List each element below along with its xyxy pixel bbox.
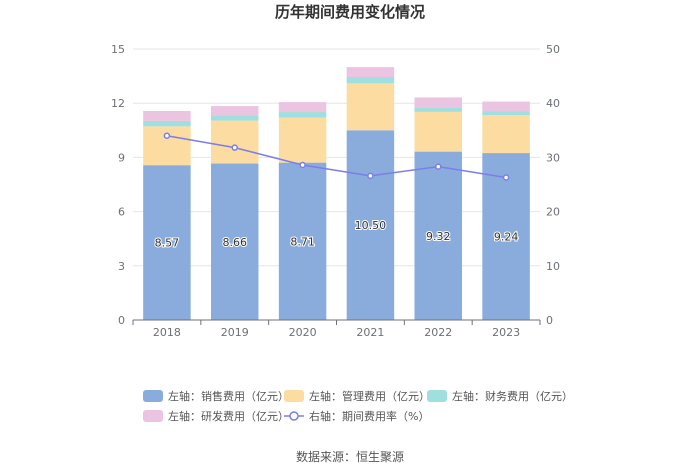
bar-segment[interactable] — [414, 111, 462, 152]
x-axis-tick-label: 2019 — [221, 326, 249, 339]
bar-segment[interactable] — [143, 165, 191, 320]
bar-segment[interactable] — [278, 117, 327, 163]
right-axis-tick-label: 30 — [546, 151, 560, 164]
right-axis-tick-label: 10 — [546, 260, 560, 273]
x-axis-tick-label: 2021 — [356, 326, 384, 339]
x-axis: 2018 2019 2020 2021 2022 2023 — [132, 319, 541, 339]
left-axis-tick-label: 9 — [118, 151, 125, 164]
x-axis-tick-label: 2022 — [424, 326, 452, 339]
bar-layer — [143, 67, 530, 320]
bar-value-label: 9.24 — [494, 231, 519, 244]
line-point[interactable] — [299, 161, 306, 169]
x-axis-tick-label: 2018 — [153, 326, 181, 339]
line-point[interactable] — [435, 163, 442, 170]
left-axis-tick-label: 3 — [118, 260, 125, 273]
legend[interactable]: 左轴：销售费用（亿元） 左轴：管理费用（亿元） 左轴：财务费用（亿元） 左轴：研发费用… — [143, 389, 573, 423]
line-layer — [163, 132, 510, 181]
legend-swatch — [284, 390, 304, 402]
bar-segment[interactable] — [143, 110, 191, 121]
bar-segment[interactable] — [414, 107, 462, 112]
data-source: 数据来源：恒生聚源 — [296, 449, 404, 464]
line-point[interactable] — [231, 144, 238, 151]
right-axis-ticks: 0 10 20 30 40 50 — [546, 43, 560, 327]
bar-segment[interactable] — [143, 120, 191, 127]
bar-segment[interactable] — [482, 115, 530, 154]
legend-label[interactable]: 左轴：研发费用（亿元） — [168, 409, 289, 423]
bar-value-label: 9.32 — [426, 230, 451, 243]
bar-segment[interactable] — [414, 97, 462, 108]
legend-label[interactable]: 左轴：财务费用（亿元） — [452, 389, 573, 403]
bar-segment[interactable] — [278, 112, 327, 118]
bar-segment[interactable] — [482, 101, 530, 112]
bar-segment[interactable] — [211, 115, 259, 121]
left-axis-tick-label: 0 — [118, 314, 125, 327]
bar-segment[interactable] — [211, 163, 259, 320]
x-axis-tick-label: 2023 — [492, 326, 520, 339]
right-axis-tick-label: 40 — [546, 97, 560, 110]
bar-segment[interactable] — [278, 162, 327, 320]
left-axis-tick-label: 15 — [111, 43, 125, 56]
bar-segment[interactable] — [482, 111, 530, 116]
x-axis-tick-label: 2020 — [289, 326, 317, 339]
bar-segment[interactable] — [211, 106, 259, 116]
bar-segment[interactable] — [278, 102, 327, 113]
bar-segment[interactable] — [346, 67, 395, 78]
bar-segment[interactable] — [346, 83, 395, 131]
legend-swatch — [143, 390, 163, 402]
legend-label[interactable]: 左轴：管理费用（亿元） — [309, 389, 430, 403]
right-axis-tick-label: 20 — [546, 206, 560, 219]
bar-segment[interactable] — [346, 77, 395, 84]
left-axis-tick-label: 12 — [111, 97, 125, 110]
chart-title: 历年期间费用变化情况 — [275, 3, 425, 21]
line-point[interactable] — [367, 172, 374, 180]
bar-value-label: 8.71 — [290, 235, 315, 248]
legend-label[interactable]: 左轴：销售费用（亿元） — [168, 389, 289, 403]
right-axis-tick-label: 50 — [546, 43, 560, 56]
bar-segment[interactable] — [346, 130, 395, 320]
bar-value-label: 8.66 — [223, 236, 248, 249]
bar-value-label: 8.57 — [155, 237, 180, 250]
bar-segment[interactable] — [414, 151, 462, 320]
bar-label-layer: 8.57 8.66 8.71 10.50 9.32 9.24 — [154, 218, 520, 250]
right-axis-tick-label: 0 — [546, 314, 553, 327]
legend-swatch — [143, 410, 163, 422]
bar-segment[interactable] — [211, 120, 259, 164]
line-point[interactable] — [163, 132, 171, 139]
grid-lines — [133, 48, 540, 267]
left-axis-ticks: 0 3 6 9 12 15 — [111, 43, 125, 327]
bar-segment[interactable] — [143, 126, 191, 166]
bar-segment[interactable] — [482, 153, 530, 320]
bar-value-label: 10.50 — [355, 219, 387, 232]
legend-line-marker — [289, 411, 299, 421]
line-series — [166, 134, 507, 179]
left-axis-tick-label: 6 — [118, 206, 125, 219]
legend-swatch — [427, 390, 447, 402]
line-point[interactable] — [502, 174, 510, 181]
legend-label[interactable]: 右轴：期间费用率（%） — [309, 409, 429, 423]
